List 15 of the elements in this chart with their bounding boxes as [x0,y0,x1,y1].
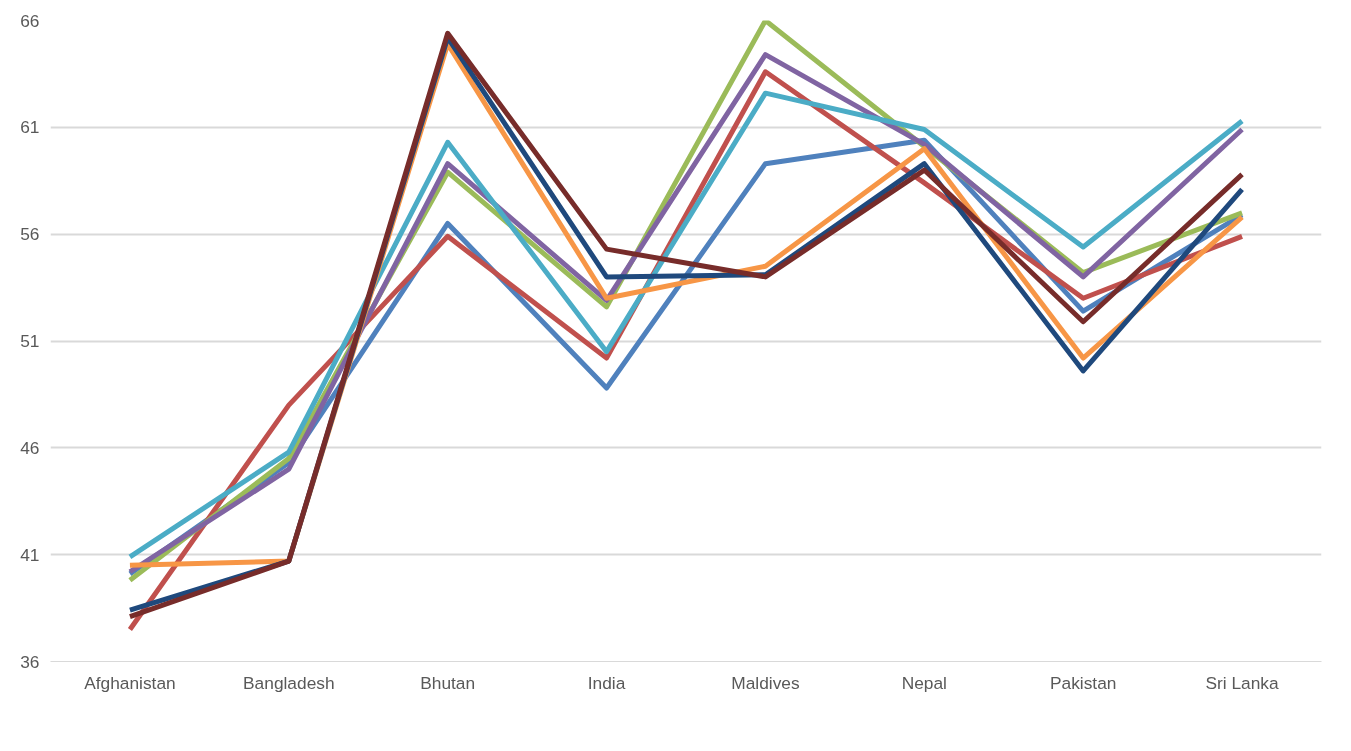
y-tick-label: 61 [20,117,40,138]
y-tick-label: 56 [20,224,40,245]
x-tick-label: Afghanistan [84,672,176,693]
y-tick-label: 46 [20,437,40,458]
x-tick-label: Bhutan [420,672,476,693]
x-tick-label: Bangladesh [243,672,335,693]
x-tick-label: Maldives [731,672,800,693]
y-tick-label: 51 [20,331,40,351]
y-tick-label: 66 [20,10,40,31]
y-tick-label: 41 [20,544,40,565]
x-tick-label: Sri Lanka [1205,672,1280,693]
x-tick-label: India [587,672,626,693]
x-tick-label: Pakistan [1049,672,1117,693]
y-tick-label: 36 [20,651,40,672]
x-tick-label: Nepal [901,672,947,693]
